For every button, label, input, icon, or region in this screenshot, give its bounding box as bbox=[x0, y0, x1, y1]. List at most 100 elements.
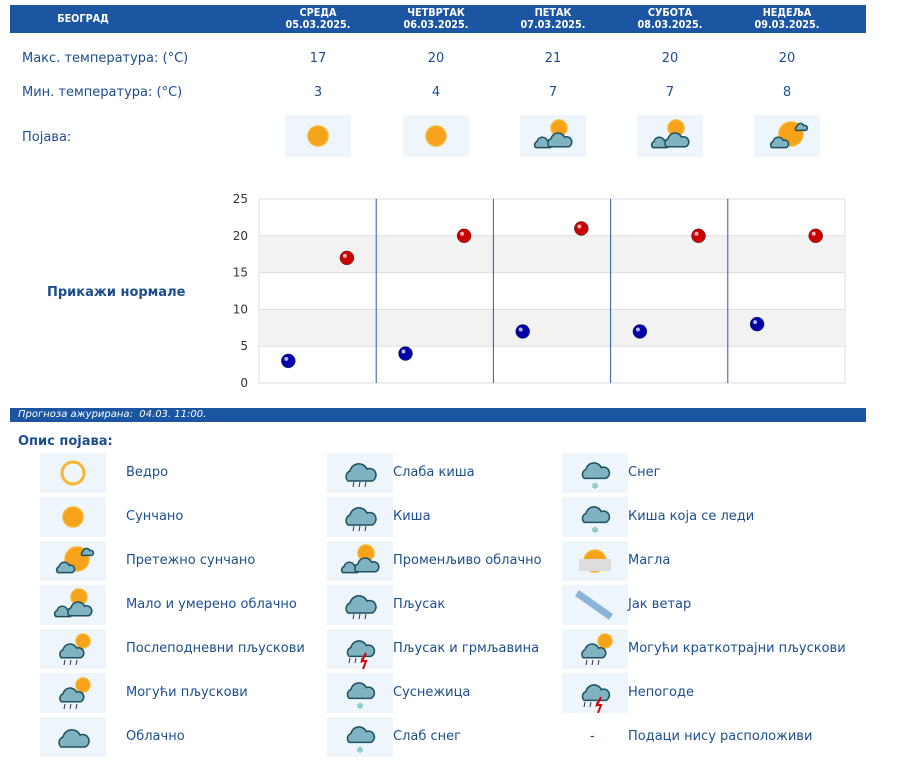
day-header: СРЕДА 05.03.2025. bbox=[270, 7, 367, 31]
max-temp-point bbox=[574, 221, 589, 236]
legend-label: Ведро bbox=[126, 465, 169, 480]
legend-label: Могући пљускови bbox=[126, 685, 248, 700]
min-temp: 7 bbox=[665, 85, 675, 100]
legend-label: Непогоде bbox=[628, 685, 694, 700]
max-temp: 20 bbox=[778, 51, 796, 66]
legend-label: Магла bbox=[628, 553, 671, 568]
legend-icon: ❄ bbox=[562, 497, 628, 537]
day-header: ЧЕТВРТАК 06.03.2025. bbox=[388, 7, 485, 31]
legend-label: Пљусак и грмљавина bbox=[393, 641, 540, 656]
fog-icon bbox=[579, 549, 611, 573]
legend-icon bbox=[327, 629, 393, 669]
brief-showers-icon bbox=[581, 633, 613, 666]
storm-icon bbox=[581, 684, 611, 713]
mostly-sunny-icon bbox=[55, 546, 95, 574]
clear-icon bbox=[60, 460, 86, 486]
day-date: 09.03.2025. bbox=[754, 18, 820, 31]
max-temp-point bbox=[339, 250, 355, 266]
afternoon-showers-icon bbox=[59, 633, 91, 666]
max-temp-point bbox=[456, 228, 472, 244]
legend-icon bbox=[327, 453, 393, 493]
freezing-rain-icon: ❄ bbox=[581, 506, 611, 536]
day-date: 07.03.2025. bbox=[520, 18, 586, 31]
partly-cloudy-icon bbox=[53, 588, 93, 618]
day-header: СУБОТА 08.03.2025. bbox=[622, 7, 719, 31]
day-date: 08.03.2025. bbox=[637, 18, 703, 31]
light-snow-icon: ❄ bbox=[346, 726, 376, 756]
legend-icon bbox=[40, 585, 106, 625]
max-temp: 20 bbox=[427, 51, 445, 66]
min-temp-label: Мин. температура: (°C) bbox=[22, 85, 183, 100]
legend-label: Променљиво облачно bbox=[393, 553, 542, 568]
legend-label: Киша bbox=[393, 509, 431, 524]
legend-label: Јак ветар bbox=[628, 597, 692, 612]
sunny-icon bbox=[62, 506, 84, 528]
max-temp: 20 bbox=[661, 51, 679, 66]
legend-icon bbox=[562, 585, 628, 625]
legend-icon bbox=[327, 497, 393, 537]
max-temp: 21 bbox=[544, 51, 562, 66]
svg-text:❄: ❄ bbox=[591, 526, 599, 536]
rain-icon bbox=[345, 507, 377, 532]
min-temp: 7 bbox=[548, 85, 558, 100]
day-name: СУБОТА bbox=[647, 6, 693, 19]
snow-icon: ❄ bbox=[581, 462, 611, 492]
legend-label: Киша која се леди bbox=[628, 509, 755, 524]
sunny-icon bbox=[425, 125, 447, 147]
legend-label: Подаци нису расположиви bbox=[628, 729, 813, 744]
legend-icon: ❄ bbox=[327, 673, 393, 713]
day-name: СРЕДА bbox=[299, 6, 337, 19]
legend-label: Облачно bbox=[126, 729, 185, 744]
day-weather-icon bbox=[520, 115, 586, 157]
legend-icon bbox=[562, 629, 628, 669]
legend-title: Опис појава: bbox=[18, 434, 113, 449]
max-temp-point bbox=[808, 228, 823, 244]
legend-label: Слаб снег bbox=[393, 729, 461, 744]
svg-text:❄: ❄ bbox=[356, 746, 364, 756]
light-rain-icon bbox=[345, 463, 377, 488]
cloudy-icon bbox=[58, 729, 90, 748]
y-tick-label: 10 bbox=[233, 302, 248, 316]
max-temp-label: Макс. температура: (°C) bbox=[22, 51, 189, 66]
legend-label: Суснежица bbox=[393, 685, 471, 700]
legend-icon: ❄ bbox=[562, 453, 628, 493]
day-weather-icon bbox=[285, 115, 351, 157]
legend-label: Снег bbox=[628, 465, 661, 480]
city-name: БЕОГРАД bbox=[57, 12, 109, 25]
legend-icon bbox=[40, 497, 106, 537]
day-weather-icon bbox=[754, 115, 820, 157]
svg-text:❄: ❄ bbox=[591, 482, 599, 492]
max-temp-point bbox=[691, 228, 706, 244]
legend-icon bbox=[40, 629, 106, 669]
legend-icon bbox=[327, 541, 393, 581]
legend-label: Слаба киша bbox=[393, 465, 475, 480]
legend-icon bbox=[40, 453, 106, 493]
no-data-symbol: - bbox=[590, 729, 595, 744]
day-date: 05.03.2025. bbox=[285, 18, 351, 31]
min-temp-point bbox=[632, 324, 648, 339]
partly-cloudy-icon bbox=[533, 119, 573, 149]
grid-band bbox=[259, 235, 845, 273]
day-header: ПЕТАК 07.03.2025. bbox=[505, 7, 602, 31]
min-temp: 8 bbox=[782, 85, 792, 100]
sunny-icon bbox=[307, 125, 329, 147]
mostly-sunny-icon bbox=[769, 121, 809, 149]
show-normals-link[interactable]: Прикажи нормале bbox=[47, 285, 186, 300]
day-name: ПЕТАК bbox=[534, 6, 572, 19]
forecast-updated: Прогноза ажурирана: 04.03. 11:00. bbox=[10, 408, 866, 422]
legend-label: Послеподневни пљускови bbox=[126, 641, 305, 656]
legend-label: Пљусак bbox=[393, 597, 446, 612]
possible-showers-icon bbox=[59, 677, 91, 710]
legend-icon bbox=[327, 585, 393, 625]
y-tick-label: 25 bbox=[233, 192, 248, 206]
legend-label: Могући краткотрајни пљускови bbox=[628, 641, 846, 656]
min-temp: 3 bbox=[313, 85, 323, 100]
grid-band bbox=[259, 309, 845, 347]
forecast-header: БЕОГРАД СРЕДА 05.03.2025. ЧЕТВРТАК 06.03.20… bbox=[10, 5, 866, 33]
phenomenon-label: Појава: bbox=[22, 130, 72, 145]
min-temp-point bbox=[515, 324, 530, 339]
day-date: 06.03.2025. bbox=[403, 18, 469, 31]
y-tick-label: 0 bbox=[240, 376, 248, 390]
day-weather-icon bbox=[403, 115, 469, 157]
min-temp-point bbox=[749, 316, 765, 332]
